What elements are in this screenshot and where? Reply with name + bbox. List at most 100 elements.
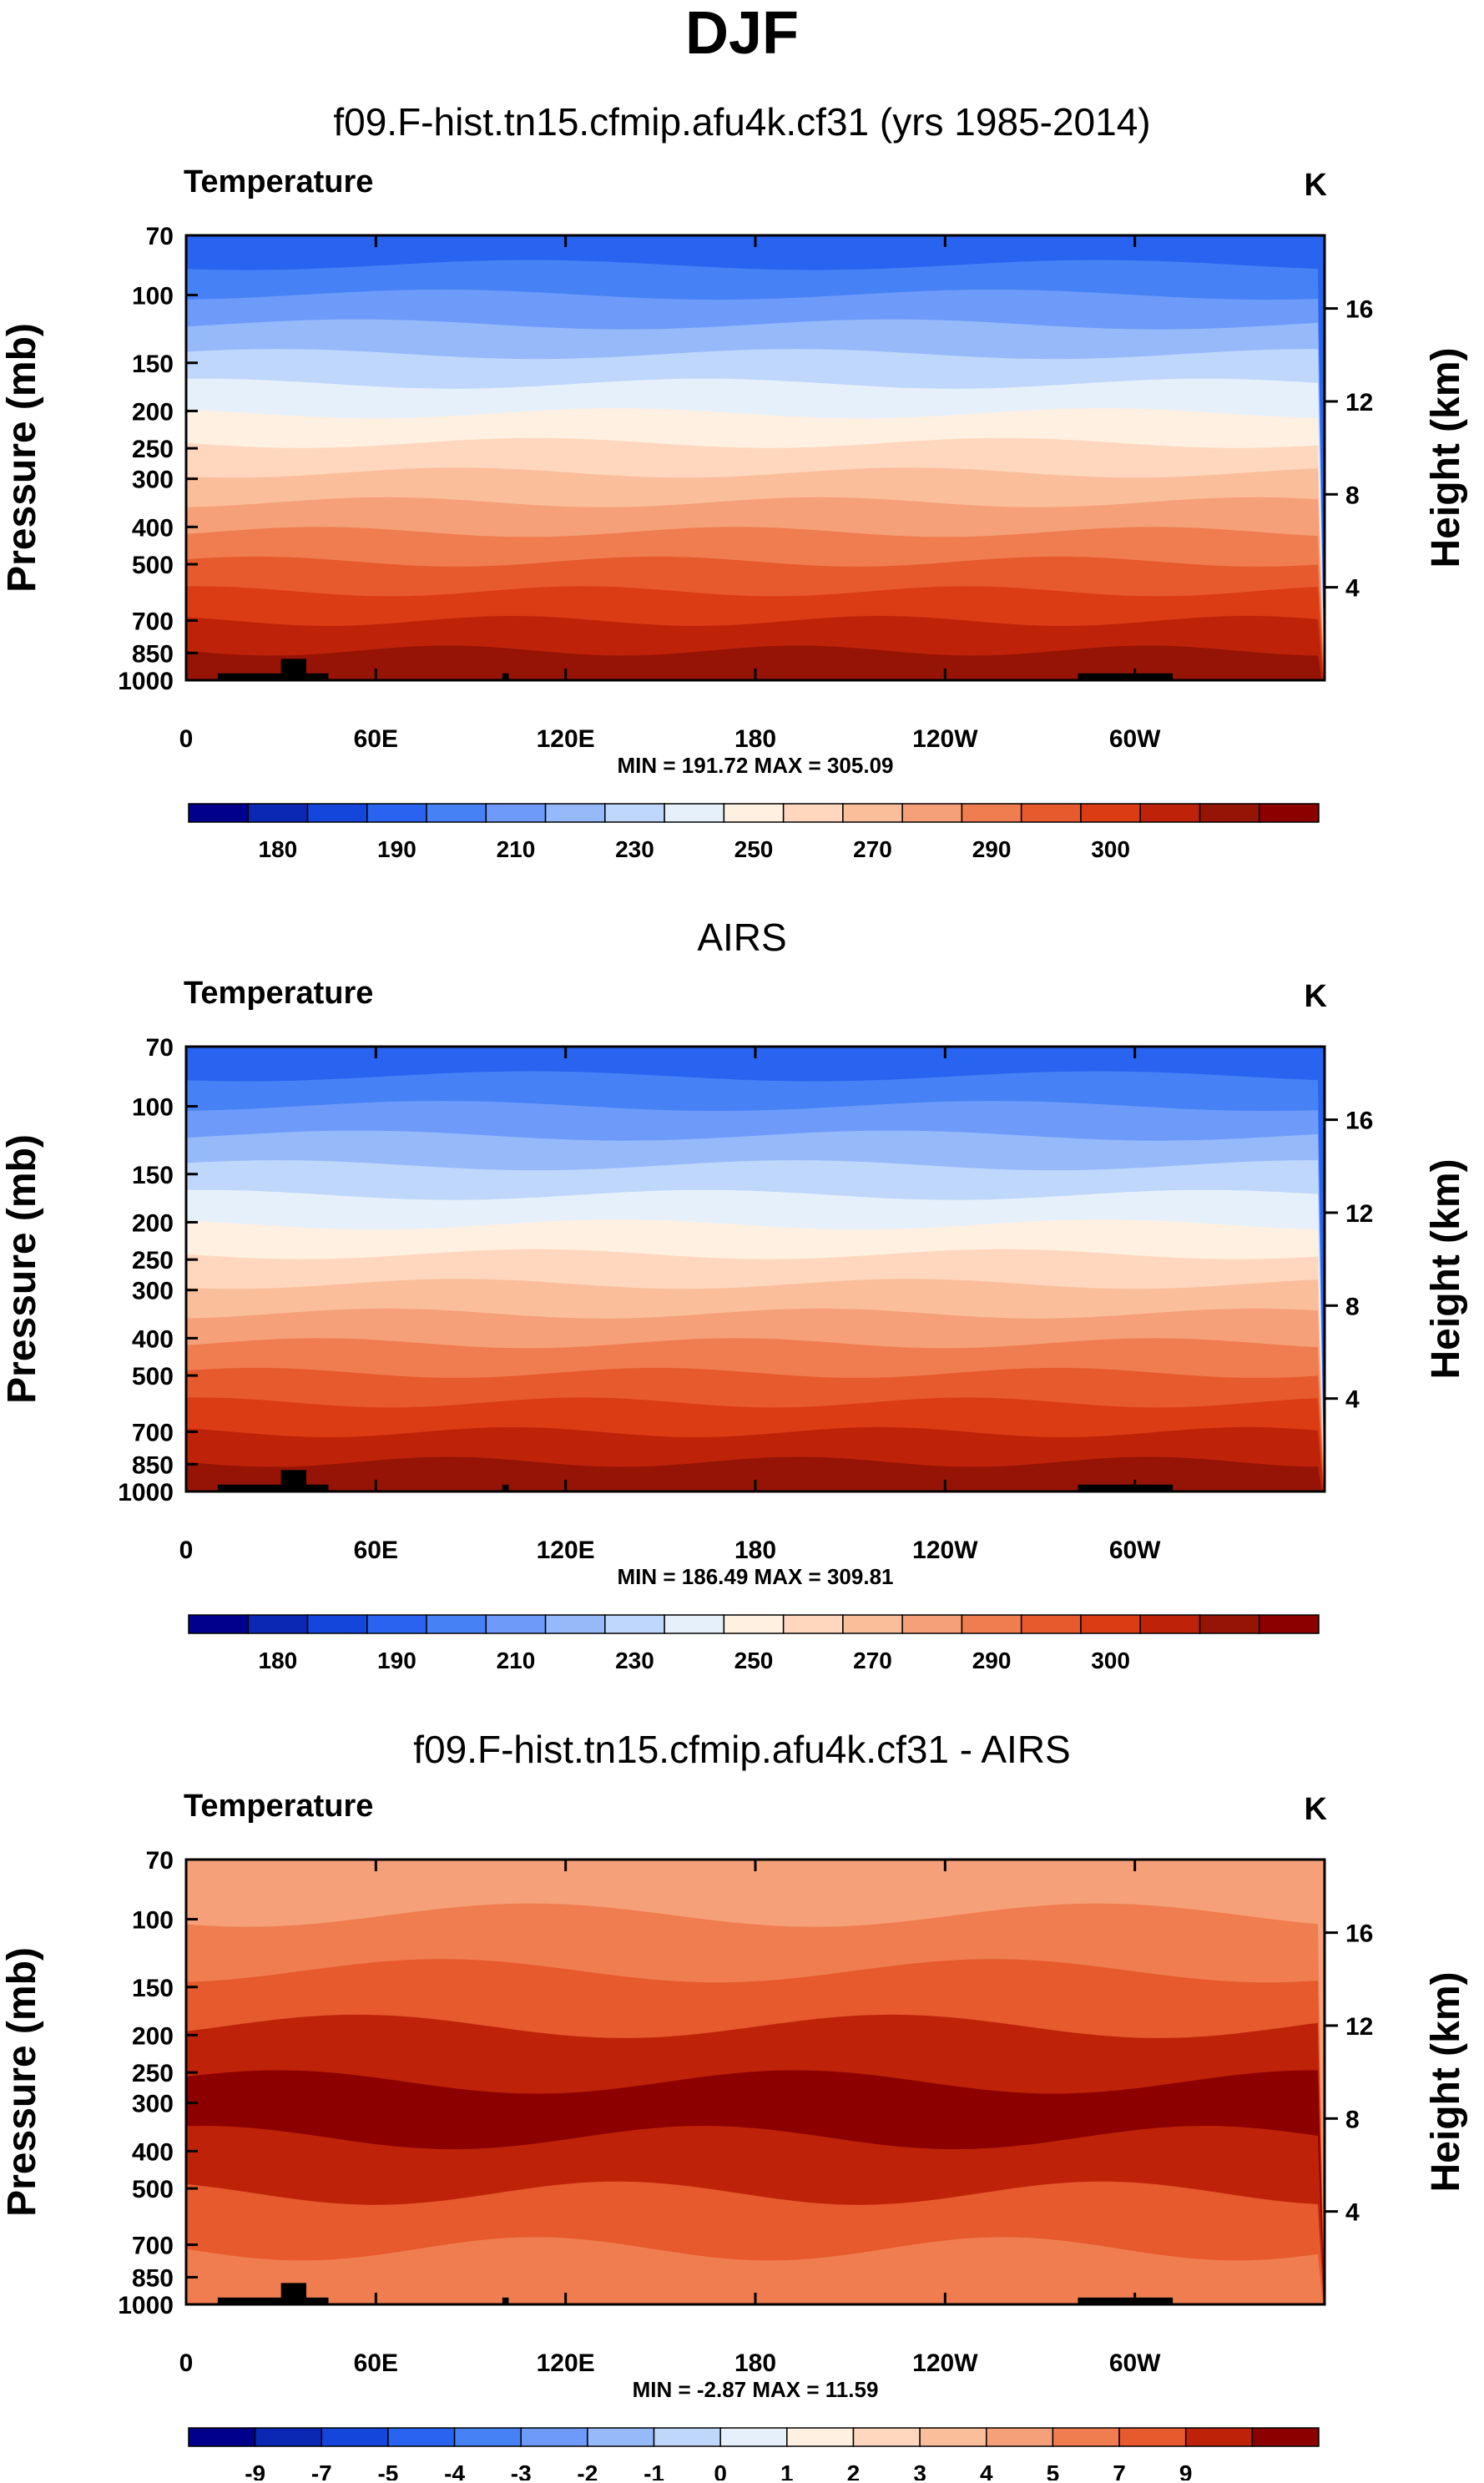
topography-block: [1078, 1484, 1174, 1491]
pressure-tick-label: 700: [132, 608, 174, 636]
pressure-tick-label: 250: [132, 1247, 174, 1274]
colorbar-swatch: [485, 803, 547, 823]
pressure-axis-label: Pressure (mb): [0, 323, 44, 593]
temperature-panel-airs: Temperature K 70 100 150 200 250 300 400 500 700 85…: [0, 976, 1468, 1673]
pressure-axis-label: Pressure (mb): [0, 1134, 44, 1404]
contour-band: [186, 645, 1322, 680]
temperature-panel-difference: Temperature K7010015020025030040050070085…: [0, 1789, 1468, 2480]
colorbar-label: 2: [847, 2460, 861, 2480]
colorbar-label: 5: [1047, 2460, 1060, 2480]
colorbar-label: 7: [1113, 2460, 1126, 2480]
units-label: K: [1305, 1792, 1328, 1827]
height-tick-label: 12: [1345, 2013, 1373, 2041]
colorbar-label: 230: [615, 1648, 654, 1673]
pressure-tick-label: 70: [146, 1034, 174, 1062]
topography-block: [217, 673, 329, 680]
longitude-tick-label: 120E: [537, 2349, 595, 2377]
height-tick-label: 12: [1345, 1200, 1373, 1228]
variable-label: Temperature: [184, 1789, 373, 1824]
panel-title-model: f09.F-hist.tn15.cfmip.afu4k.cf31 (yrs 19…: [333, 100, 1151, 144]
colorbar-label: -7: [311, 2460, 332, 2480]
height-tick-label: 4: [1345, 575, 1360, 603]
colorbar-swatch: [587, 2427, 655, 2447]
pressure-tick-label: 500: [132, 1363, 174, 1390]
colorbar-swatch: [188, 2427, 256, 2447]
height-axis-label: Height (km): [1424, 348, 1468, 568]
colorbar-swatch: [1020, 1614, 1082, 1634]
units-label: K: [1305, 168, 1328, 203]
colorbar-swatch: [366, 1614, 427, 1634]
pressure-tick-label: 300: [132, 2091, 174, 2118]
colorbar-swatch: [544, 803, 606, 823]
longitude-tick-label: 120W: [912, 2349, 978, 2377]
colorbar-swatch: [520, 2427, 588, 2447]
height-tick-label: 4: [1345, 1386, 1360, 1414]
colorbar-swatch: [786, 2427, 855, 2447]
colorbar-label: -3: [511, 2460, 532, 2480]
longitude-tick-label: 0: [179, 1537, 194, 1564]
colorbar-label: -4: [444, 2460, 465, 2480]
colorbar-swatch: [1052, 2427, 1120, 2447]
longitude-tick-label: 60W: [1109, 1537, 1161, 1564]
pressure-tick-label: 300: [132, 467, 174, 494]
height-tick-label: 8: [1345, 482, 1360, 509]
pressure-tick-label: 400: [132, 1325, 174, 1353]
colorbar-swatch: [664, 803, 725, 823]
colorbar-label: -9: [245, 2460, 265, 2480]
pressure-tick-label: 70: [146, 1847, 174, 1875]
colorbar-label: 250: [734, 1648, 774, 1673]
plot-area: [186, 1047, 1325, 1491]
colorbar-swatch: [1258, 1614, 1320, 1634]
pressure-tick-label: 250: [132, 2060, 174, 2087]
pressure-tick-label: 200: [132, 2022, 174, 2050]
height-tick-label: 16: [1345, 1108, 1373, 1135]
colorbar-swatch: [723, 803, 785, 823]
longitude-tick-label: 120W: [912, 1537, 978, 1564]
plot-area: [186, 1860, 1325, 2304]
variable-label: Temperature: [184, 976, 373, 1011]
colorbar-label: -2: [577, 2460, 598, 2480]
longitude-tick-label: 0: [179, 725, 194, 753]
pressure-tick-label: 150: [132, 351, 174, 378]
colorbar-label: 300: [1091, 1648, 1130, 1673]
pressure-tick-label: 150: [132, 1162, 174, 1189]
colorbar-label: 180: [259, 836, 298, 862]
longitude-tick-label: 60W: [1109, 2349, 1161, 2377]
colorbar-label: 0: [714, 2460, 727, 2480]
colorbar-swatch: [453, 2427, 522, 2447]
topography-block: [280, 659, 306, 680]
pressure-tick-label: 150: [132, 1975, 174, 2002]
colorbar-label: 4: [980, 2460, 993, 2480]
longitude-tick-label: 0: [179, 2349, 194, 2377]
height-tick-label: 8: [1345, 2106, 1360, 2133]
colorbar-label: 9: [1179, 2460, 1193, 2480]
pressure-tick-label: 700: [132, 1420, 174, 1447]
colorbar-swatch: [782, 1614, 844, 1634]
colorbar-swatch: [782, 803, 844, 823]
topography-block: [217, 1484, 329, 1491]
pressure-tick-label: 850: [132, 1451, 174, 1479]
longitude-tick-label: 60W: [1109, 725, 1161, 753]
pressure-tick-label: 400: [132, 514, 174, 542]
variable-label: Temperature: [184, 164, 373, 199]
colorbar-swatch: [1184, 2427, 1254, 2447]
colorbar-swatch: [604, 803, 665, 823]
topography-block: [280, 1470, 306, 1491]
pressure-tick-label: 400: [132, 2138, 174, 2166]
height-axis-label: Height (km): [1424, 1972, 1468, 2193]
pressure-tick-label: 100: [132, 1093, 174, 1121]
colorbar-swatch: [1020, 803, 1082, 823]
colorbar-swatch: [247, 803, 309, 823]
colorbar-swatch: [852, 2427, 921, 2447]
colorbar-label: 250: [734, 836, 774, 862]
pressure-tick-label: 200: [132, 398, 174, 426]
topography-block: [280, 2283, 306, 2304]
colorbar-swatch: [901, 1614, 963, 1634]
pressure-tick-label: 70: [146, 223, 174, 250]
colorbar-swatch: [961, 803, 1022, 823]
colorbar-label: 1: [780, 2460, 794, 2480]
colorbar-swatch: [387, 2427, 456, 2447]
height-axis-label: Height (km): [1424, 1159, 1468, 1380]
colorbar-swatch: [842, 803, 903, 823]
colorbar-label: 290: [972, 836, 1012, 862]
